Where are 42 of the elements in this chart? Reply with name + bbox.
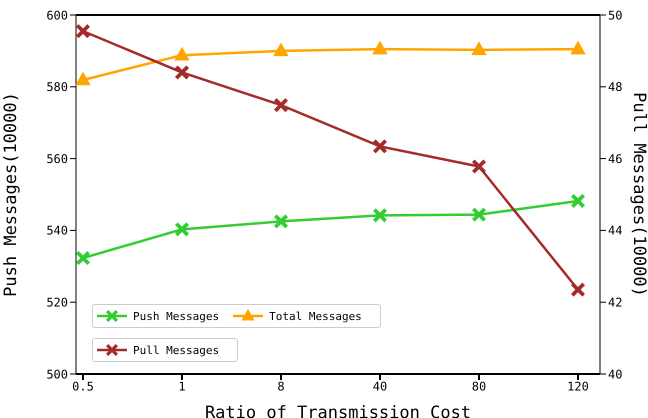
y2-axis-title: Pull Messages(10000) bbox=[628, 92, 648, 297]
point bbox=[571, 194, 585, 208]
point bbox=[372, 40, 388, 54]
legend-label: Pull Messages bbox=[133, 344, 220, 356]
x-axis-title: Ratio of Transmission Cost bbox=[204, 403, 472, 418]
y-axis-title: Push Messages(10000) bbox=[1, 92, 22, 297]
y2-tick-label: 42 bbox=[608, 295, 622, 310]
point bbox=[274, 214, 288, 228]
x-tick-label: 8 bbox=[277, 380, 285, 394]
x-tick-label: 1 bbox=[178, 380, 186, 394]
y2-tick-label: 46 bbox=[608, 152, 622, 166]
legend-label: Total Messages bbox=[269, 310, 362, 322]
y2-tick-label: 48 bbox=[608, 80, 622, 94]
y-tick-label: 600 bbox=[46, 8, 68, 22]
x-tick-label: 80 bbox=[472, 380, 486, 394]
point bbox=[373, 208, 387, 222]
point bbox=[471, 41, 487, 56]
point bbox=[472, 160, 486, 174]
x-tick-label: 0.5 bbox=[72, 380, 94, 394]
y-tick-label: 560 bbox=[46, 152, 68, 166]
point bbox=[273, 42, 289, 56]
y2-tick-label: 50 bbox=[608, 8, 622, 22]
y-tick-label: 520 bbox=[46, 295, 68, 310]
x-tick-label: 40 bbox=[372, 380, 388, 394]
point bbox=[175, 65, 189, 80]
y-tick-label: 500 bbox=[46, 367, 68, 382]
point bbox=[174, 46, 190, 60]
point bbox=[570, 40, 586, 54]
y2-tick-label: 44 bbox=[608, 224, 622, 238]
legend-label: Push Messages bbox=[133, 310, 220, 322]
y2-tick-label: 40 bbox=[608, 367, 622, 382]
point bbox=[571, 282, 585, 297]
y-tick-label: 580 bbox=[46, 80, 68, 94]
point bbox=[472, 208, 486, 222]
point bbox=[274, 98, 288, 112]
point bbox=[75, 72, 91, 86]
point bbox=[76, 24, 90, 38]
point bbox=[373, 139, 387, 154]
x-tick-label: 120 bbox=[567, 380, 589, 394]
point bbox=[76, 251, 90, 266]
y-tick-label: 540 bbox=[46, 224, 68, 238]
point bbox=[175, 222, 189, 236]
